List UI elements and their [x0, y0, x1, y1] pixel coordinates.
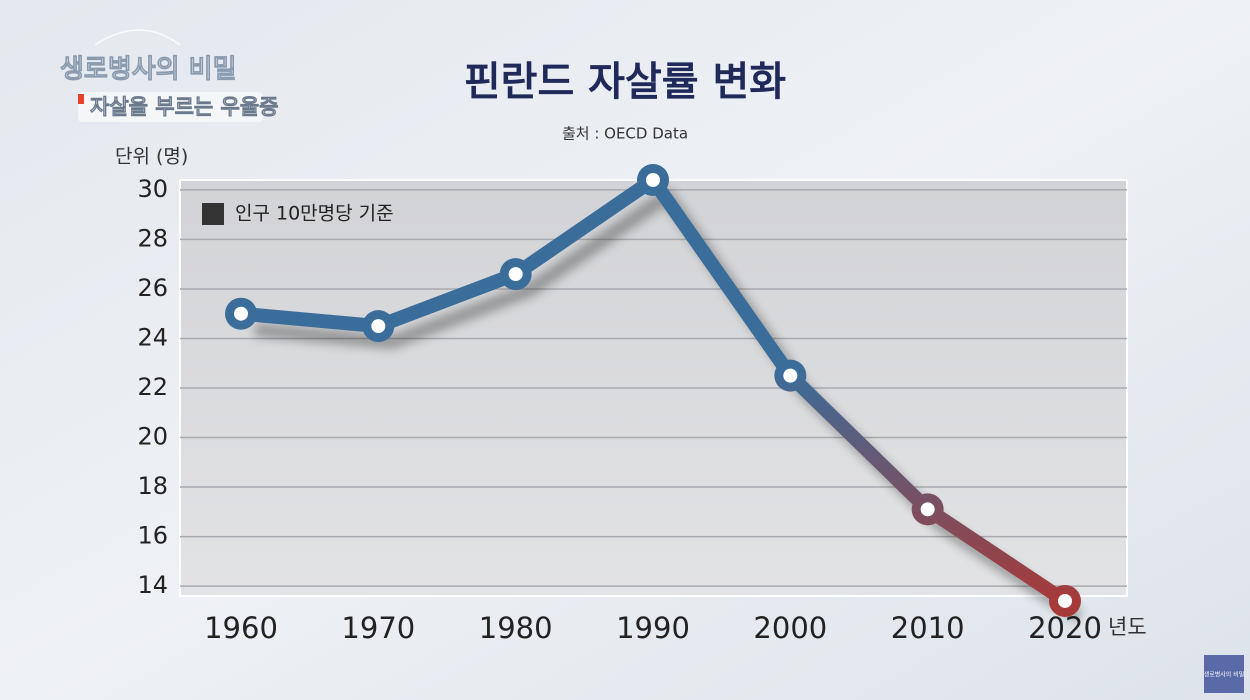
point-center: [646, 173, 660, 187]
y-axis-label: 단위 (명): [115, 146, 188, 168]
logo-arc: [94, 29, 181, 46]
corner-logo-text: 생로병사의 비밀: [1204, 671, 1245, 679]
y-tick-label: 30: [137, 175, 168, 203]
point-center: [1058, 593, 1072, 608]
x-tick-label: 1960: [204, 611, 278, 645]
y-tick-label: 26: [137, 274, 168, 302]
x-axis-label: 년도: [1108, 615, 1147, 639]
legend-label: 인구 10만명당 기준: [235, 203, 394, 225]
corner-logo: [1204, 655, 1244, 693]
episode-accent: [78, 94, 84, 104]
y-tick-label: 18: [137, 472, 168, 500]
point-center: [783, 368, 798, 383]
point-center: [508, 267, 523, 282]
episode-bar: [78, 92, 263, 122]
episode-title: 자살을 부르는 우울증: [90, 95, 279, 119]
y-tick-label: 14: [137, 571, 168, 599]
point-center: [234, 306, 248, 321]
y-tick-label: 22: [137, 373, 168, 401]
y-tick-label: 20: [137, 423, 168, 451]
legend-swatch: [202, 203, 224, 225]
x-tick-label: 1990: [616, 611, 690, 645]
y-tick-label: 16: [137, 522, 168, 550]
x-tick-label: 2000: [753, 611, 827, 645]
point-center: [371, 319, 386, 334]
y-tick-label: 24: [137, 323, 168, 351]
x-tick-label: 1980: [479, 611, 553, 645]
point-center: [920, 502, 935, 517]
x-tick-label: 2010: [891, 611, 965, 645]
chart-subtitle: 출처 : OECD Data: [562, 125, 688, 143]
program-logo: 생로병사의 비밀: [60, 55, 237, 85]
chart-title: 핀란드 자살률 변화: [464, 59, 786, 105]
x-tick-label: 1970: [341, 611, 415, 645]
y-tick-label: 28: [137, 224, 168, 252]
